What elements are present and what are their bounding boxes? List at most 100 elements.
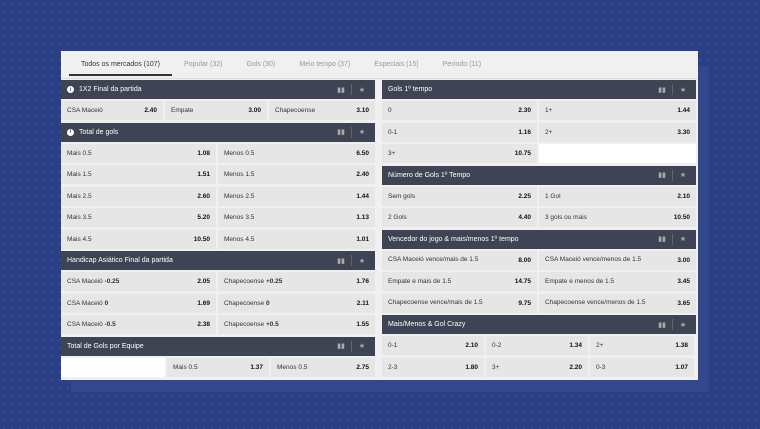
odd-value: 3.30: [677, 128, 690, 136]
odd-button[interactable]: 3+ 2.20: [486, 357, 588, 377]
odd-button[interactable]: Mais 0.5 1.08: [61, 143, 216, 163]
odd-button[interactable]: 0-3 1.07: [590, 357, 694, 377]
odd-button[interactable]: 2-3 1.80: [382, 357, 484, 377]
odd-button[interactable]: Menos 0.5 2.75: [271, 357, 375, 377]
star-icon[interactable]: ★: [679, 86, 687, 94]
odd-button[interactable]: Empate e menos de 1.5 3.45: [539, 272, 696, 291]
odd-button[interactable]: 2 Gols 4.40: [382, 208, 537, 227]
tab-all-markets[interactable]: Todos os mercados (107): [69, 61, 172, 76]
odd-button[interactable]: Chapecoense vence/menos de 1.5 3.65: [539, 293, 696, 313]
divider: [351, 340, 352, 352]
odd-button[interactable]: CSA Maceió -0.25 2.05: [61, 272, 216, 291]
odd-value: 2.40: [144, 107, 157, 114]
info-icon[interactable]: i: [67, 128, 74, 136]
odd-button[interactable]: 0-2 1.34: [486, 336, 588, 355]
empty-cell: [539, 144, 696, 163]
stats-icon[interactable]: ▮▮: [337, 86, 345, 94]
odd-value: 1.13: [356, 214, 369, 221]
odd-button[interactable]: Mais 2.5 2.60: [61, 186, 216, 206]
star-icon[interactable]: ★: [679, 321, 687, 329]
info-icon[interactable]: i: [67, 86, 74, 93]
odd-value: 5.20: [197, 214, 210, 221]
selection-label: Empate e mais de 1.5: [388, 277, 452, 285]
stats-icon[interactable]: ▮▮: [337, 257, 345, 265]
market-header-total-goals[interactable]: i Total de gols ▮▮ ★: [61, 122, 375, 142]
star-icon[interactable]: ★: [679, 236, 687, 243]
market-header-1x2[interactable]: i 1X2 Final da partida ▮▮ ★: [61, 80, 375, 99]
star-icon[interactable]: ★: [358, 257, 366, 265]
odd-button[interactable]: Chapecoense +0.5 1.55: [218, 315, 375, 334]
market-title: Mais/Menos & Gol Crazy: [388, 321, 466, 328]
tab-period[interactable]: Período (11): [442, 61, 482, 68]
odd-value: 10.50: [193, 235, 210, 243]
selection-label: Mais 0.5: [173, 363, 198, 371]
tab-specials[interactable]: Especiais (15): [374, 61, 419, 68]
odd-button[interactable]: CSA Maceió vence/mais de 1.5 8.00: [382, 250, 537, 270]
odd-value: 3.65: [677, 299, 690, 307]
odd-button[interactable]: 2+ 1.38: [590, 336, 694, 355]
odd-button[interactable]: Mais 3.5 5.20: [61, 208, 216, 227]
stats-icon[interactable]: ▮▮: [337, 343, 345, 350]
odd-button[interactable]: Empate 3.00: [165, 101, 267, 120]
odd-button[interactable]: CSA Maceió 0 1.69: [61, 293, 216, 313]
market-header-winner-first-half-ou[interactable]: Vencedor do jogo & mais/menos 1º tempo ▮…: [382, 229, 696, 249]
odd-button[interactable]: 1+ 1.44: [539, 101, 696, 120]
stats-icon[interactable]: ▮▮: [658, 321, 666, 329]
odd-button[interactable]: Menos 0.5 6.50: [218, 143, 375, 163]
odd-button[interactable]: CSA Maceió 2.40: [61, 101, 163, 120]
selection-label: 0: [388, 107, 392, 114]
selection-label: Menos 0.5: [277, 363, 308, 371]
odd-button[interactable]: 2+ 3.30: [539, 122, 696, 142]
star-icon[interactable]: ★: [679, 172, 687, 179]
tab-popular[interactable]: Popular (32): [183, 61, 223, 68]
odd-button[interactable]: 1 Gol 2.10: [539, 186, 696, 206]
selection-label: Chapecoense: [275, 107, 316, 114]
odd-button[interactable]: Chapecoense 0 2.11: [218, 293, 375, 313]
odd-button[interactable]: Sem gols 2.25: [382, 186, 537, 206]
odd-button[interactable]: Chapecoense 3.10: [269, 101, 375, 120]
odd-button[interactable]: 0 2.30: [382, 101, 537, 120]
selection-label: Menos 3.5: [224, 214, 255, 221]
stats-icon[interactable]: ▮▮: [337, 129, 345, 136]
stats-icon[interactable]: ▮▮: [658, 86, 666, 94]
tab-half-time[interactable]: Meio tempo (37): [299, 61, 351, 68]
divider: [351, 126, 352, 138]
market-header-first-half-goal-count[interactable]: Número de Gols 1º Tempo ▮▮ ★: [382, 165, 696, 185]
market-header-team-goals[interactable]: Total de Gols por Equipe ▮▮ ★: [61, 336, 375, 356]
odd-button[interactable]: Empate e mais de 1.5 14.75: [382, 272, 537, 291]
odd-button[interactable]: Chapecoense +0.25 1.76: [218, 272, 375, 291]
odd-button[interactable]: CSA Maceió vence/menos de 1.5 3.00: [539, 250, 696, 270]
odd-button[interactable]: 0-1 2.10: [382, 336, 484, 355]
odd-button[interactable]: 3 gols ou mais 10.50: [539, 208, 696, 227]
odd-button[interactable]: Mais 4.5 10.50: [61, 229, 216, 249]
odd-button[interactable]: Menos 4.5 1.01: [218, 229, 375, 249]
selection-label: CSA Maceió vence/mais de 1.5: [388, 256, 479, 263]
odd-value: 2.75: [356, 363, 369, 371]
left-column: i 1X2 Final da partida ▮▮ ★ CSA Maceió 2.…: [61, 80, 375, 379]
selection-label: CSA Maceió: [67, 107, 103, 114]
market-header-first-half-goals[interactable]: Gols 1º tempo ▮▮ ★: [382, 80, 696, 99]
odd-button[interactable]: Menos 3.5 1.13: [218, 208, 375, 227]
market-header-asian-handicap[interactable]: Handicap Asiático Final da partida ▮▮ ★: [61, 251, 375, 270]
odd-button[interactable]: Menos 2.5 1.44: [218, 186, 375, 206]
star-icon[interactable]: ★: [358, 86, 366, 94]
stats-icon[interactable]: ▮▮: [658, 236, 666, 243]
star-icon[interactable]: ★: [358, 129, 366, 136]
odd-value: 14.75: [514, 278, 531, 285]
star-icon[interactable]: ★: [358, 343, 366, 350]
odd-button[interactable]: 0-1 1.16: [382, 122, 537, 142]
market-header-ou-crazy-goal[interactable]: Mais/Menos & Gol Crazy ▮▮ ★: [382, 315, 696, 334]
selection-label: 3 gols ou mais: [545, 214, 587, 221]
tab-goals[interactable]: Gols (30): [246, 61, 276, 68]
odd-button[interactable]: Mais 1.5 1.51: [61, 165, 216, 184]
odd-button[interactable]: Chapecoense vence/mais de 1.5 9.75: [382, 293, 537, 313]
selection-label: Empate: [171, 107, 194, 114]
selection-label: Sem gols: [388, 192, 416, 200]
selection-label: 2-3: [388, 363, 398, 371]
odd-button[interactable]: 3+ 10.75: [382, 144, 537, 163]
selection-label: Mais 1.5: [67, 171, 92, 178]
odd-button[interactable]: Mais 0.5 1.37: [167, 357, 269, 377]
odd-button[interactable]: CSA Maceió -0.5 2.38: [61, 315, 216, 334]
odd-button[interactable]: Menos 1.5 2.40: [218, 165, 375, 184]
stats-icon[interactable]: ▮▮: [658, 172, 666, 179]
